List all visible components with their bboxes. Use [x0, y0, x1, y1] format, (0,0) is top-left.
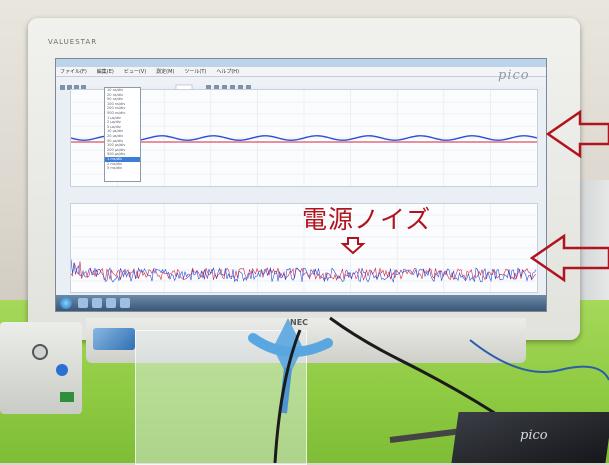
left-arrow-icon: [529, 233, 609, 283]
timebase-option[interactable]: 50 µs/div: [107, 138, 124, 143]
toolbar-icons: [60, 84, 251, 91]
menu-item[interactable]: ファイル(F): [60, 69, 87, 75]
timebase-option[interactable]: 2 µs/div: [107, 120, 121, 125]
left-arrow-icon: [545, 109, 609, 159]
timebase-dropdown[interactable]: 10 ns/div 20 ns/div 50 ns/div 100 ns/div 200…: [104, 87, 141, 182]
timebase-option[interactable]: 500 µs/div: [107, 152, 126, 157]
timebase-option[interactable]: 100 ns/div: [107, 101, 126, 106]
menu-item[interactable]: 測定(M): [156, 69, 175, 75]
lower-red-noise-trace: [70, 261, 537, 281]
monitor-screen: ファイル(F) 編集(E) ビュー(V) 測定(M) ツール(T) ヘルプ(H) pico…: [55, 58, 547, 312]
noise-annotation: 電源ノイズ: [302, 205, 432, 234]
os-logo-sticker: [93, 328, 135, 350]
device-connectors: [32, 344, 74, 402]
timebase-option[interactable]: 50 ns/div: [107, 97, 124, 102]
taskbar-app-icon[interactable]: [120, 298, 130, 308]
timebase-option[interactable]: 200 µs/div: [107, 147, 126, 152]
pico-software-logo: pico: [498, 68, 530, 83]
device-label: pico: [520, 428, 548, 443]
start-button[interactable]: [60, 297, 72, 309]
timebase-option[interactable]: 20 ns/div: [107, 92, 124, 97]
menu-item[interactable]: ツール(T): [184, 69, 207, 75]
menu-item[interactable]: ビュー(V): [123, 69, 147, 75]
taskbar-app-icon[interactable]: [92, 298, 102, 308]
timebase-option[interactable]: 20 µs/div: [107, 133, 124, 138]
timebase-option[interactable]: 1 µs/div: [107, 115, 121, 120]
timebase-option[interactable]: 500 ns/div: [107, 110, 126, 115]
timebase-option[interactable]: 10 ns/div: [107, 88, 124, 92]
lower-blue-noise-trace: [70, 259, 537, 283]
window-titlebar: [56, 59, 546, 67]
timebase-option[interactable]: 5 ms/div: [107, 166, 123, 171]
timebase-option[interactable]: 10 µs/div: [107, 129, 124, 134]
toolbar: [56, 77, 546, 91]
monitor-maker-label: NEC: [290, 318, 309, 327]
menu-bar: ファイル(F) 編集(E) ビュー(V) 測定(M) ツール(T) ヘルプ(H): [56, 67, 546, 77]
taskbar-app-icon[interactable]: [106, 298, 116, 308]
timebase-option[interactable]: 200 ns/div: [107, 106, 126, 111]
timebase-option[interactable]: 5 µs/div: [107, 124, 121, 129]
upper-blue-trace: [70, 135, 538, 141]
timebase-option[interactable]: 100 µs/div: [107, 143, 126, 148]
timebase-option[interactable]: 1 ms/div: [105, 156, 140, 162]
down-arrow-icon: [340, 237, 366, 255]
menu-item[interactable]: 編集(E): [96, 69, 114, 75]
timebase-option[interactable]: 2 ms/div: [107, 161, 123, 166]
menu-item[interactable]: ヘルプ(H): [216, 69, 240, 75]
monitor-brand: VALUESTAR: [48, 38, 98, 46]
upper-waveform-svg: [70, 90, 538, 186]
taskbar-app-icon[interactable]: [78, 298, 88, 308]
upper-waveform-panel: [70, 89, 538, 187]
small-device: [0, 322, 82, 414]
windows-taskbar: [56, 295, 546, 311]
